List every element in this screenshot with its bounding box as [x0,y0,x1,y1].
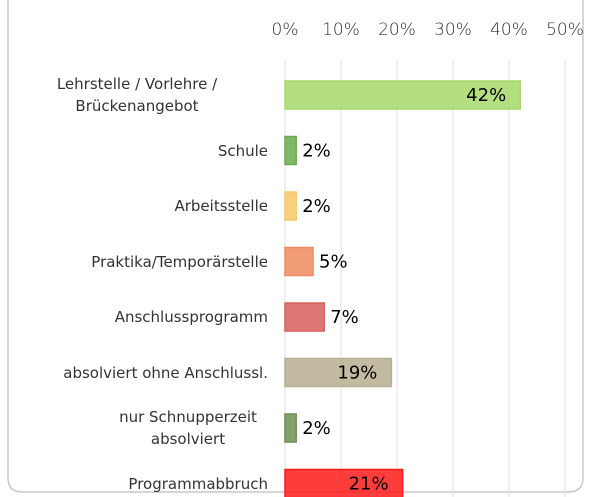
x-tick-label: 0% [272,20,299,40]
bar [284,413,297,443]
value-label: 21% [349,474,389,495]
value-label: 2% [302,196,331,217]
bar [284,302,325,332]
bar [284,357,393,388]
value-label: 7% [330,307,359,328]
x-tick-label: 10% [322,20,360,40]
category-label: Arbeitsstelle [174,197,268,215]
category-label: Schule [217,141,268,160]
bar [284,135,297,166]
category-label: Lehrstelle / Vorlehre / Brückenangebot [56,75,218,115]
value-label: 42% [466,85,506,106]
x-tick-label: 30% [434,20,472,40]
category-label: absolviert ohne Anschlussl. [63,363,268,382]
category-label: nur Schnupperzeit absolviert [119,408,257,448]
bar [284,80,521,110]
x-tick-label: 50% [546,20,584,40]
bar [284,468,404,497]
x-tick-label: 40% [490,20,528,40]
x-tick-label: 20% [378,20,416,40]
value-label: 2% [302,141,331,162]
category-label: Programmabbruch [128,474,268,493]
value-label: 2% [302,418,331,439]
value-label: 19% [337,363,377,384]
bar [284,191,297,221]
value-label: 5% [319,252,348,273]
bar [284,246,314,277]
category-label: Anschlussprogramm [114,308,268,326]
category-label: Praktika/Temporärstelle [91,252,268,271]
